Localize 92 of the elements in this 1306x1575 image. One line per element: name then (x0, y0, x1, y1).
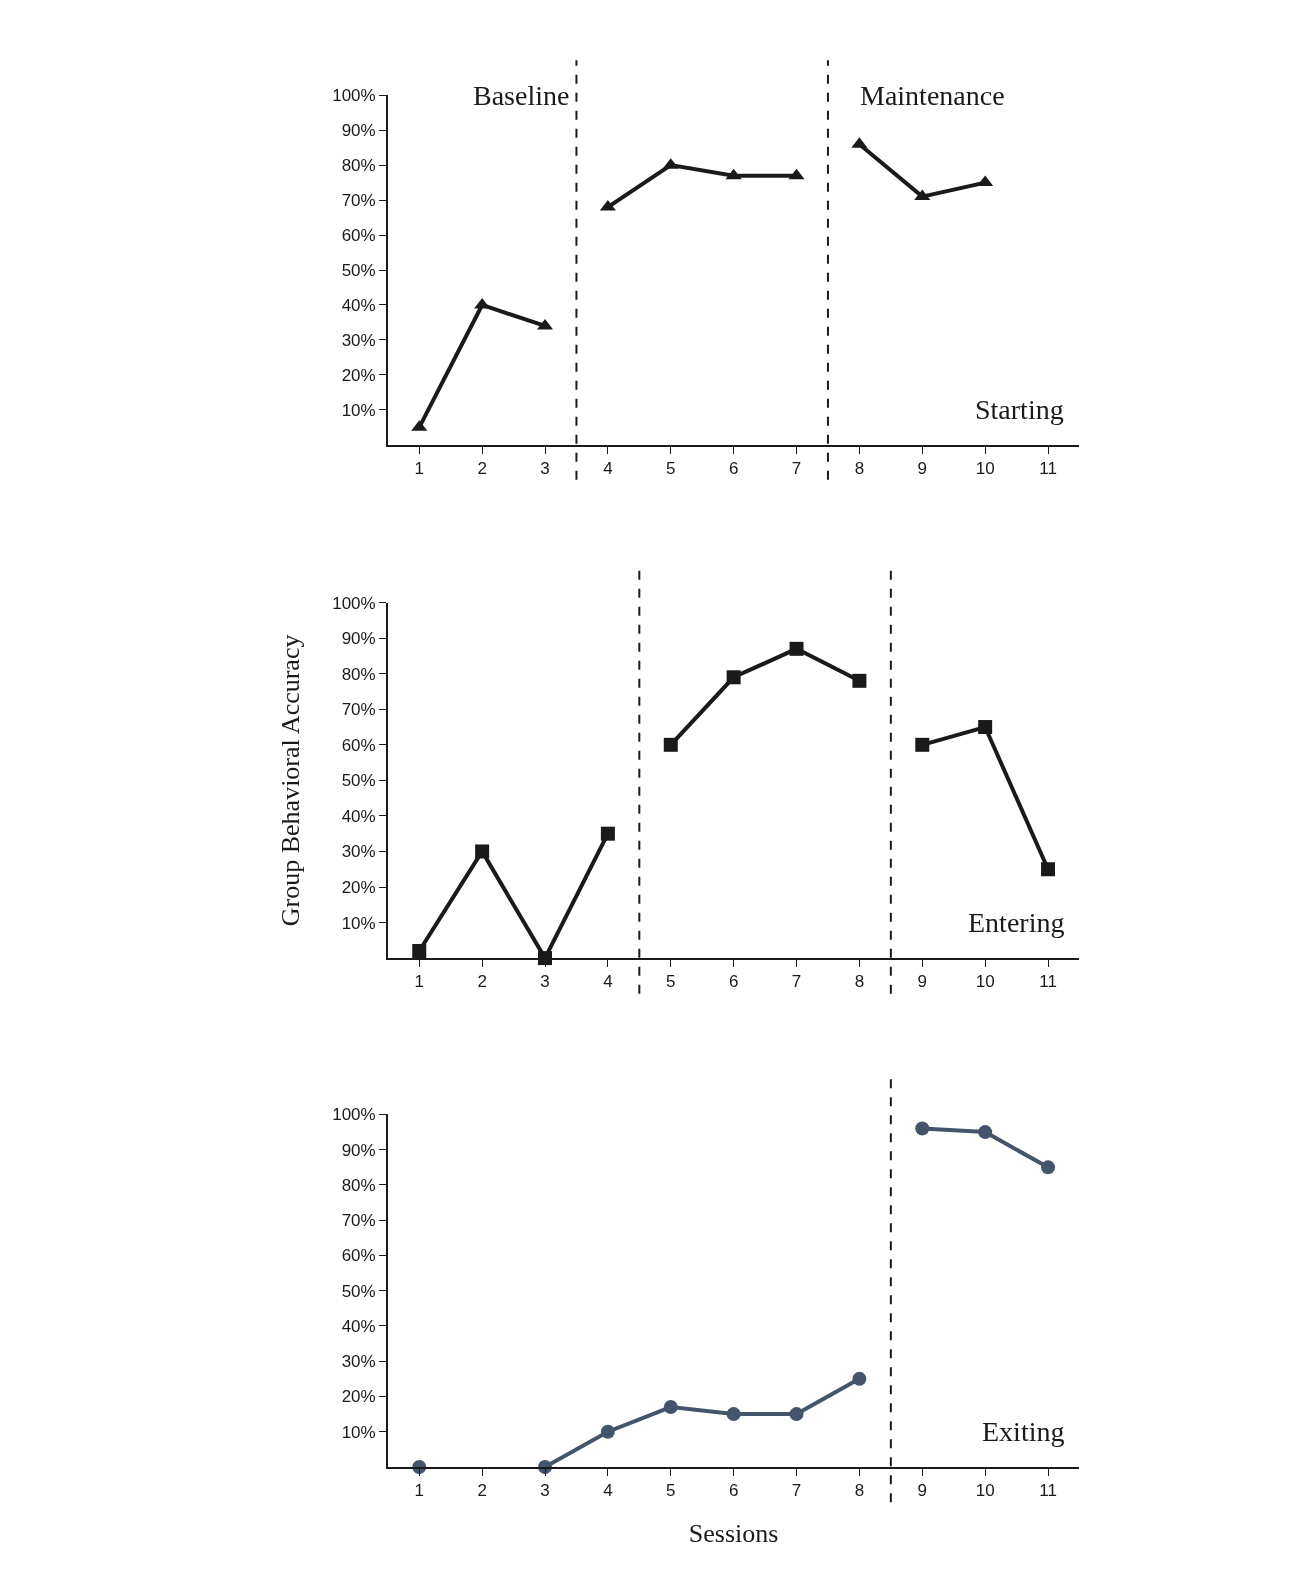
annotation: Exiting (982, 1416, 1065, 1447)
annotation: Entering (968, 907, 1065, 938)
x-tick-label: 6 (728, 972, 739, 992)
annotation: Maintenance (860, 80, 1005, 111)
x-tick-label: 7 (791, 972, 802, 992)
point (914, 189, 931, 201)
y-tick-label: 80% (341, 664, 376, 684)
y-tick-label: 100% (332, 593, 376, 613)
annotation: Baseline (473, 80, 570, 111)
y-tick-label: 30% (341, 842, 376, 862)
point (600, 1424, 615, 1439)
point (663, 1400, 678, 1415)
y-tick-label: 10% (341, 400, 376, 420)
x-tick-label: 2 (477, 458, 487, 478)
y-tick-label: 20% (341, 365, 376, 385)
point (978, 1125, 993, 1140)
x-tick-label: 8 (854, 1481, 865, 1501)
point (852, 1371, 867, 1386)
point (789, 641, 804, 656)
point (475, 844, 490, 859)
y-tick-label: 30% (341, 1352, 376, 1372)
x-tick-label: 5 (666, 458, 676, 478)
x-tick-label: 10 (975, 972, 995, 992)
y-tick-label: 40% (341, 1316, 376, 1336)
point (978, 720, 993, 735)
annotation: Starting (975, 394, 1064, 425)
point (663, 737, 678, 752)
x-tick-label: 8 (854, 458, 865, 478)
x-tick-label: 9 (917, 1481, 928, 1501)
y-tick-label: 60% (341, 735, 376, 755)
point (412, 943, 427, 958)
x-tick-label: 2 (477, 972, 487, 992)
y-tick-label: 80% (341, 1175, 376, 1195)
point (1041, 1160, 1056, 1175)
x-tick-label: 9 (917, 458, 928, 478)
y-tick-label: 50% (341, 260, 376, 280)
y-tick-label: 50% (341, 1281, 376, 1301)
x-tick-label: 5 (666, 972, 676, 992)
x-tick-label: 7 (791, 1481, 802, 1501)
y-tick-label: 100% (332, 86, 376, 106)
point (726, 670, 741, 685)
y-tick-label: 20% (341, 877, 376, 897)
x-tick-label: 1 (414, 1481, 424, 1501)
y-tick-label: 70% (341, 700, 376, 720)
x-tick-label: 11 (1039, 458, 1057, 478)
x-tick-label: 1 (414, 972, 424, 992)
y-tick-label: 40% (341, 806, 376, 826)
x-tick-label: 3 (540, 458, 550, 478)
x-axis-title: Sessions (688, 1519, 779, 1549)
x-tick-label: 5 (666, 1481, 676, 1501)
y-tick-label: 90% (341, 121, 376, 141)
x-tick-label: 3 (540, 972, 550, 992)
point (1041, 862, 1056, 877)
y-tick-label: 90% (341, 1140, 376, 1160)
x-tick-label: 11 (1039, 1481, 1057, 1501)
point (852, 673, 867, 688)
x-tick-label: 4 (603, 458, 613, 478)
point (789, 1407, 804, 1422)
y-tick-label: 80% (341, 156, 376, 176)
point (915, 1121, 930, 1136)
y-tick-label: 70% (341, 191, 376, 211)
x-tick-label: 1 (414, 458, 424, 478)
x-tick-label: 10 (975, 1481, 995, 1501)
point (788, 168, 805, 180)
point (726, 1407, 741, 1422)
x-tick-label: 4 (603, 1481, 613, 1501)
y-tick-label: 10% (341, 1422, 376, 1442)
x-tick-label: 2 (477, 1481, 487, 1501)
y-tick-label: 70% (341, 1211, 376, 1231)
y-tick-label: 10% (341, 913, 376, 933)
y-tick-label: 40% (341, 295, 376, 315)
x-tick-label: 10 (975, 458, 995, 478)
point (725, 168, 742, 180)
x-tick-label: 3 (540, 1481, 550, 1501)
x-tick-label: 4 (603, 972, 613, 992)
x-tick-label: 6 (728, 458, 739, 478)
y-tick-label: 100% (332, 1105, 376, 1125)
y-axis-title: Group Behavioral Accuracy (276, 634, 306, 927)
y-tick-label: 30% (341, 330, 376, 350)
y-tick-label: 90% (341, 629, 376, 649)
x-tick-label: 7 (791, 458, 802, 478)
point (977, 175, 994, 187)
y-tick-label: 60% (341, 1246, 376, 1266)
x-tick-label: 6 (728, 1481, 739, 1501)
x-tick-label: 8 (854, 972, 865, 992)
x-tick-label: 11 (1039, 972, 1057, 992)
y-tick-label: 60% (341, 226, 376, 245)
point (915, 737, 930, 752)
y-tick-label: 20% (341, 1387, 376, 1407)
y-tick-label: 50% (341, 771, 376, 791)
x-tick-label: 9 (917, 972, 928, 992)
point (600, 826, 615, 841)
